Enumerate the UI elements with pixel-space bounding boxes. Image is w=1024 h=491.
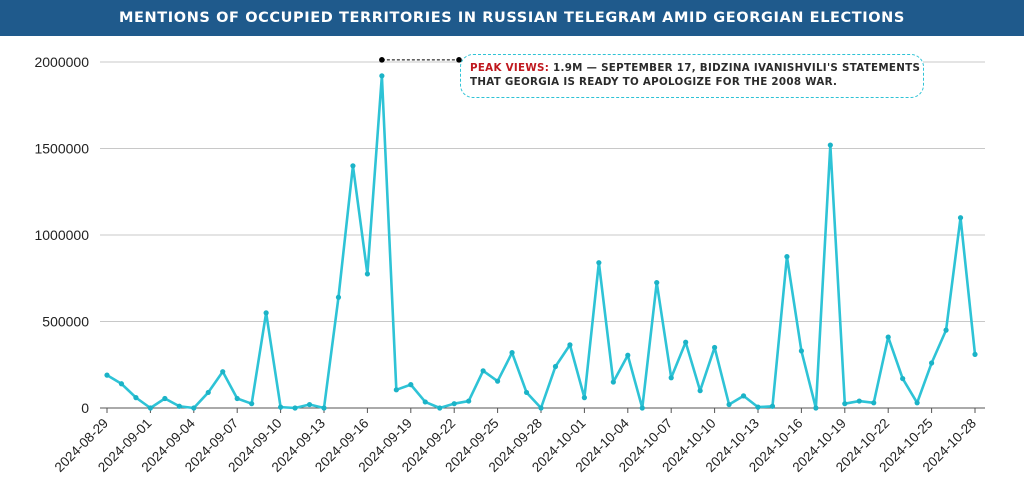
data-point: [625, 352, 631, 358]
data-point: [552, 363, 559, 370]
data-point: [379, 73, 385, 79]
data-point: [335, 294, 342, 300]
data-markers: [104, 73, 978, 411]
data-point: [639, 405, 645, 411]
data-point: [364, 271, 370, 277]
data-point: [957, 215, 964, 221]
annotation-line-1: 1.9M — SEPTEMBER 17, BIDZINA IVANISHVILI…: [549, 62, 921, 74]
data-point: [697, 388, 703, 394]
data-point: [784, 254, 790, 260]
data-point: [856, 398, 862, 404]
data-point: [581, 395, 588, 401]
data-point: [972, 351, 978, 357]
data-point: [162, 395, 168, 402]
data-point: [683, 339, 689, 345]
data-point: [292, 405, 298, 411]
data-point: [654, 279, 660, 286]
data-point: [408, 382, 414, 388]
data-point: [147, 405, 153, 411]
data-point: [466, 398, 472, 404]
data-point: [929, 360, 935, 366]
y-tick-label: 1000000: [34, 227, 89, 243]
data-point: [278, 404, 284, 410]
x-axis: 2024-08-292024-09-012024-09-042024-09-07…: [52, 407, 985, 475]
data-point: [523, 389, 530, 396]
y-tick-label: 2000000: [34, 54, 89, 70]
annotation-anchor-dot: [379, 57, 385, 63]
data-point: [393, 387, 399, 393]
annotation-highlight: PEAK VIEWS:: [470, 62, 550, 74]
data-point: [885, 334, 891, 340]
data-point: [422, 399, 428, 405]
data-point: [755, 404, 761, 410]
data-point: [769, 403, 776, 409]
data-point: [726, 401, 732, 408]
data-point: [538, 405, 544, 411]
data-point: [827, 142, 833, 148]
data-point: [451, 401, 457, 407]
data-point: [249, 401, 255, 407]
data-point: [321, 405, 327, 411]
data-point: [871, 400, 877, 406]
data-point: [306, 401, 313, 408]
y-tick-label: 500000: [42, 314, 89, 330]
data-point: [133, 395, 139, 401]
chart-title: MENTIONS OF OCCUPIED TERRITORIES IN RUSS…: [0, 0, 1024, 36]
data-point: [104, 372, 110, 378]
data-point: [914, 400, 920, 406]
data-point: [668, 375, 674, 381]
data-point: [712, 344, 718, 351]
data-point: [480, 368, 486, 374]
series-line-path: [106, 74, 977, 410]
data-point: [813, 405, 819, 411]
data-point: [176, 403, 182, 409]
data-point: [118, 381, 125, 387]
data-point: [350, 163, 356, 169]
data-point: [437, 405, 443, 411]
data-point: [610, 379, 616, 385]
data-point: [205, 389, 211, 396]
data-point: [900, 375, 906, 382]
data-point: [234, 395, 240, 402]
data-point: [740, 393, 747, 399]
data-point: [495, 378, 501, 384]
data-point: [191, 405, 197, 411]
series-line: [106, 74, 977, 410]
peak-views-annotation: PEAK VIEWS: 1.9M — SEPTEMBER 17, BIDZINA…: [460, 54, 924, 98]
gridlines: [100, 61, 985, 322]
data-point: [943, 327, 949, 333]
data-point: [842, 401, 848, 407]
data-point: [263, 310, 269, 316]
data-point: [509, 350, 515, 356]
y-axis-ticks: 0 500000 1000000 1500000 2000000: [34, 54, 89, 416]
data-point: [798, 348, 805, 354]
data-point: [220, 369, 226, 375]
y-tick-label: 0: [81, 400, 89, 416]
annotation-line-2: THAT GEORGIA IS READY TO APOLOGIZE FOR T…: [470, 76, 838, 88]
y-tick-label: 1500000: [34, 141, 89, 157]
data-point: [596, 260, 602, 266]
data-point: [567, 342, 573, 348]
